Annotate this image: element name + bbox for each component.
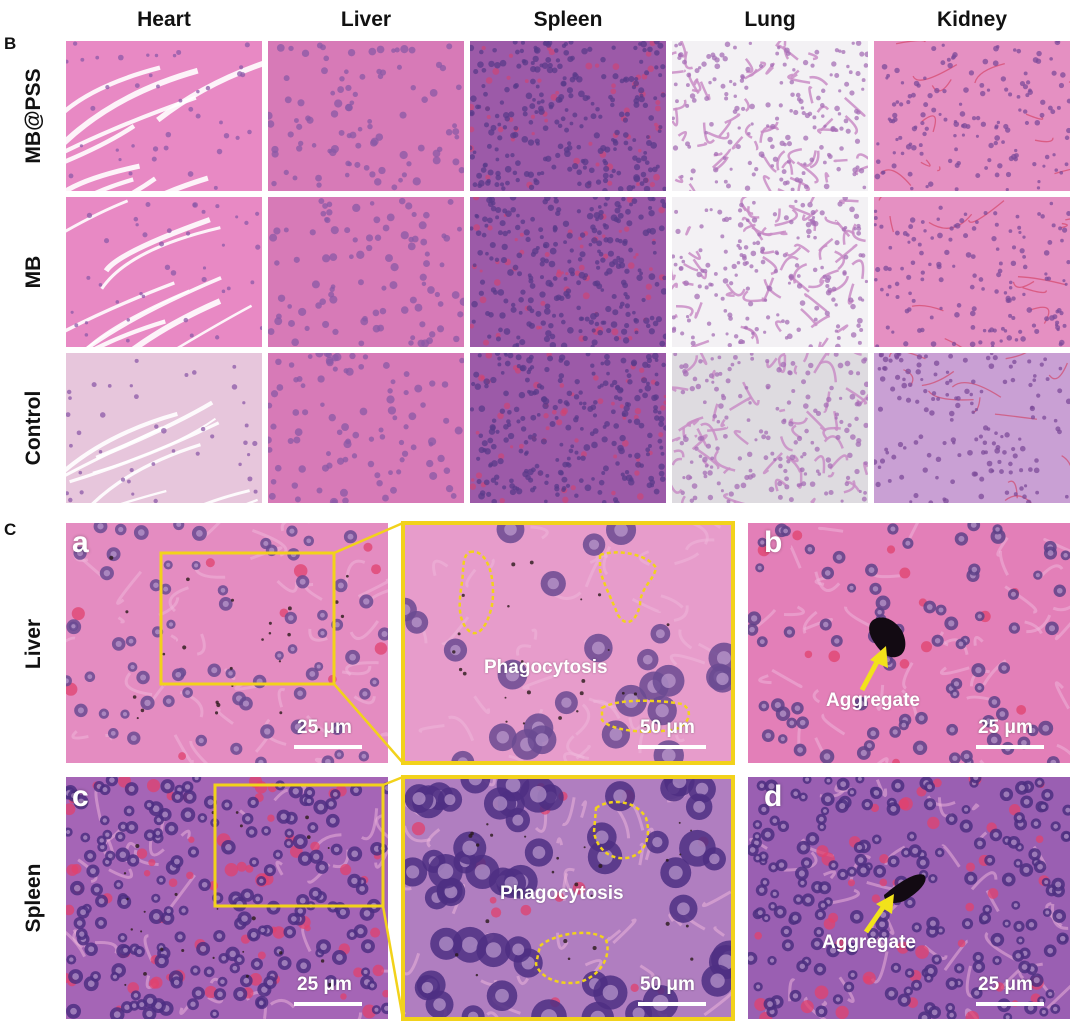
aggregate-arrow-liver bbox=[859, 646, 888, 692]
liver-zoom-line-bottom bbox=[333, 683, 404, 764]
spleen-image-d bbox=[748, 777, 1070, 1019]
column-header-lung: Lung bbox=[744, 8, 796, 31]
liver-zoom-frame bbox=[401, 521, 735, 765]
phagocytosis-outline-1 bbox=[458, 550, 495, 635]
sub-panel-letter-b: b bbox=[764, 526, 783, 559]
tile-spleen-row3 bbox=[470, 353, 666, 503]
phagocytosis-label-liver: Phagocytosis bbox=[484, 657, 608, 678]
tile-lung-row2 bbox=[672, 197, 868, 347]
tile-kidney-row1 bbox=[874, 41, 1070, 191]
panel-letter-b: B bbox=[4, 34, 17, 53]
spleen-zoom-line-top bbox=[382, 775, 404, 787]
sub-panel-letter-d: d bbox=[764, 780, 783, 813]
aggregate-label-spleen: Aggregate bbox=[822, 932, 916, 953]
scale-bar-c bbox=[294, 1002, 362, 1006]
aggregate-arrow-spleen bbox=[863, 894, 894, 934]
scale-bar-spleen-zoom bbox=[638, 1002, 706, 1006]
tile-spleen-row1 bbox=[470, 41, 666, 191]
tile-liver-row1 bbox=[268, 41, 464, 191]
scale-label-spleen-zoom: 50 μm bbox=[640, 974, 695, 995]
phagocytosis-outline-2 bbox=[598, 551, 658, 624]
aggregate-label-liver: Aggregate bbox=[826, 690, 920, 711]
scale-bar-a bbox=[294, 745, 362, 749]
tile-spleen-row2 bbox=[470, 197, 666, 347]
scale-label-liver-zoom: 50 μm bbox=[640, 717, 695, 738]
liver-zoom-line-top bbox=[333, 521, 404, 555]
tile-liver-row2 bbox=[268, 197, 464, 347]
column-header-kidney: Kidney bbox=[936, 8, 1007, 31]
tile-lung-row3 bbox=[672, 353, 868, 503]
liver-image-b bbox=[748, 523, 1070, 763]
scale-bar-d bbox=[976, 1002, 1044, 1006]
tile-heart-row3 bbox=[66, 353, 262, 503]
phagocytosis-label-spleen: Phagocytosis bbox=[500, 883, 624, 904]
phagocytosis-outline-5 bbox=[534, 931, 609, 985]
column-header-liver: Liver bbox=[340, 8, 392, 31]
tile-heart-row2 bbox=[66, 197, 262, 347]
scale-bar-liver-zoom bbox=[638, 745, 706, 749]
sub-panel-letter-a: a bbox=[72, 526, 89, 559]
scale-label-b: 25 μm bbox=[978, 717, 1033, 738]
scale-bar-b bbox=[976, 745, 1044, 749]
phagocytosis-outline-4 bbox=[592, 800, 650, 860]
liver-highlight-box bbox=[159, 551, 336, 686]
spleen-zoom-image bbox=[403, 777, 733, 1019]
scale-label-c: 25 μm bbox=[297, 974, 352, 995]
tile-liver-row3 bbox=[268, 353, 464, 503]
spleen-zoom-frame bbox=[401, 775, 735, 1021]
spleen-zoom-line-bottom bbox=[381, 905, 405, 1020]
spleen-image-c bbox=[66, 777, 388, 1019]
phagocytosis-outline-3 bbox=[600, 699, 691, 733]
tile-lung-row1 bbox=[672, 41, 868, 191]
tile-heart-row1 bbox=[66, 41, 262, 191]
column-header-heart: Heart bbox=[137, 8, 191, 31]
liver-zoom-image bbox=[403, 523, 733, 763]
tile-kidney-row2 bbox=[874, 197, 1070, 347]
sub-panel-letter-c: c bbox=[72, 780, 89, 813]
tile-kidney-row3 bbox=[874, 353, 1070, 503]
spleen-highlight-box bbox=[213, 783, 385, 908]
scale-label-a: 25 μm bbox=[297, 717, 352, 738]
scale-label-d: 25 μm bbox=[978, 974, 1033, 995]
column-header-spleen: Spleen bbox=[533, 8, 603, 31]
panel-letter-c: C bbox=[4, 520, 17, 539]
